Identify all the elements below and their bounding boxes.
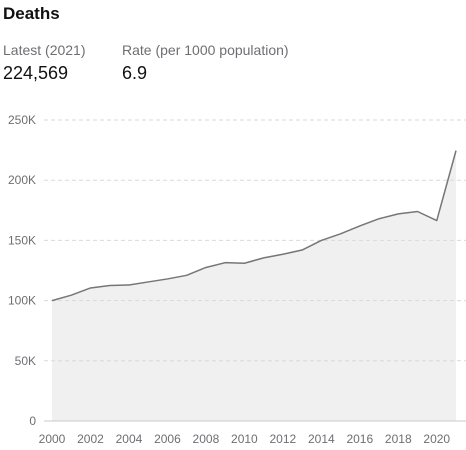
x-tick-label: 2006: [154, 432, 181, 446]
y-tick-label: 0: [29, 414, 36, 428]
data-point: [282, 253, 284, 255]
data-point: [185, 274, 187, 276]
rate-value: 6.9: [122, 63, 148, 83]
data-point: [166, 278, 168, 280]
latest-value: 224,569: [3, 63, 69, 83]
y-tick-label: 250K: [8, 113, 36, 127]
x-tick-label: 2000: [39, 432, 66, 446]
y-tick-label: 200K: [8, 173, 36, 187]
x-tick-label: 2018: [385, 432, 412, 446]
x-tick-label: 2014: [308, 432, 335, 446]
card-title: Deaths: [3, 4, 60, 23]
data-point: [70, 294, 72, 296]
data-point: [320, 239, 322, 241]
x-tick-label: 2002: [77, 432, 104, 446]
y-tick-label: 50K: [15, 354, 36, 368]
x-tick-label: 2008: [193, 432, 220, 446]
rate-stat: Rate (per 1000 population) 6.9: [122, 42, 289, 84]
y-tick-label: 150K: [8, 233, 36, 247]
data-point: [262, 257, 264, 259]
rate-label: Rate (per 1000 population): [122, 42, 289, 58]
x-tick-label: 2010: [231, 432, 258, 446]
data-point: [416, 210, 418, 212]
data-point: [455, 149, 457, 151]
data-point: [301, 249, 303, 251]
data-point: [205, 266, 207, 268]
y-tick-label: 100K: [8, 294, 36, 308]
data-point: [243, 262, 245, 264]
x-tick-label: 2012: [270, 432, 297, 446]
data-point: [359, 225, 361, 227]
latest-stat: Latest (2021) 224,569: [3, 42, 86, 84]
x-tick-label: 2004: [116, 432, 143, 446]
data-point: [378, 218, 380, 220]
data-point: [147, 281, 149, 283]
data-point: [109, 284, 111, 286]
data-point: [397, 213, 399, 215]
data-point: [89, 287, 91, 289]
latest-label: Latest (2021): [3, 42, 86, 58]
x-tick-label: 2016: [346, 432, 373, 446]
data-point: [224, 261, 226, 263]
data-point: [128, 284, 130, 286]
x-tick-label: 2020: [423, 432, 450, 446]
data-point: [339, 233, 341, 235]
deaths-line: [51, 150, 457, 302]
data-point: [436, 219, 438, 221]
data-point: [51, 299, 53, 301]
area-fill: [52, 150, 456, 421]
